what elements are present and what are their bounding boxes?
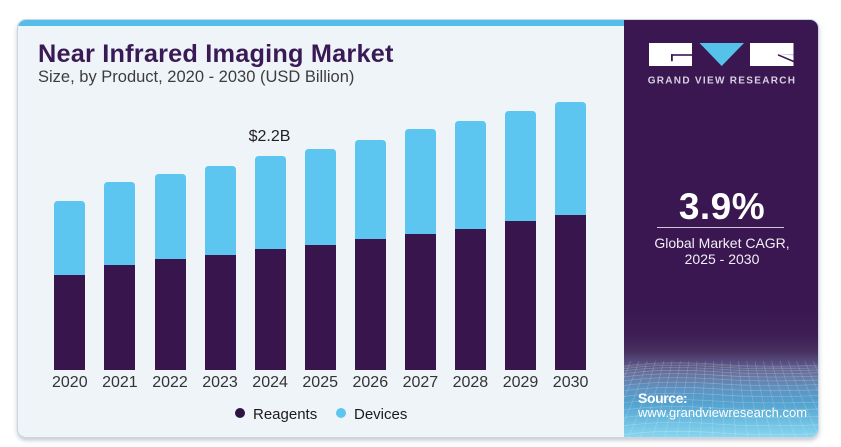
svg-text:GRAND VIEW RESEARCH: GRAND VIEW RESEARCH (648, 76, 797, 87)
